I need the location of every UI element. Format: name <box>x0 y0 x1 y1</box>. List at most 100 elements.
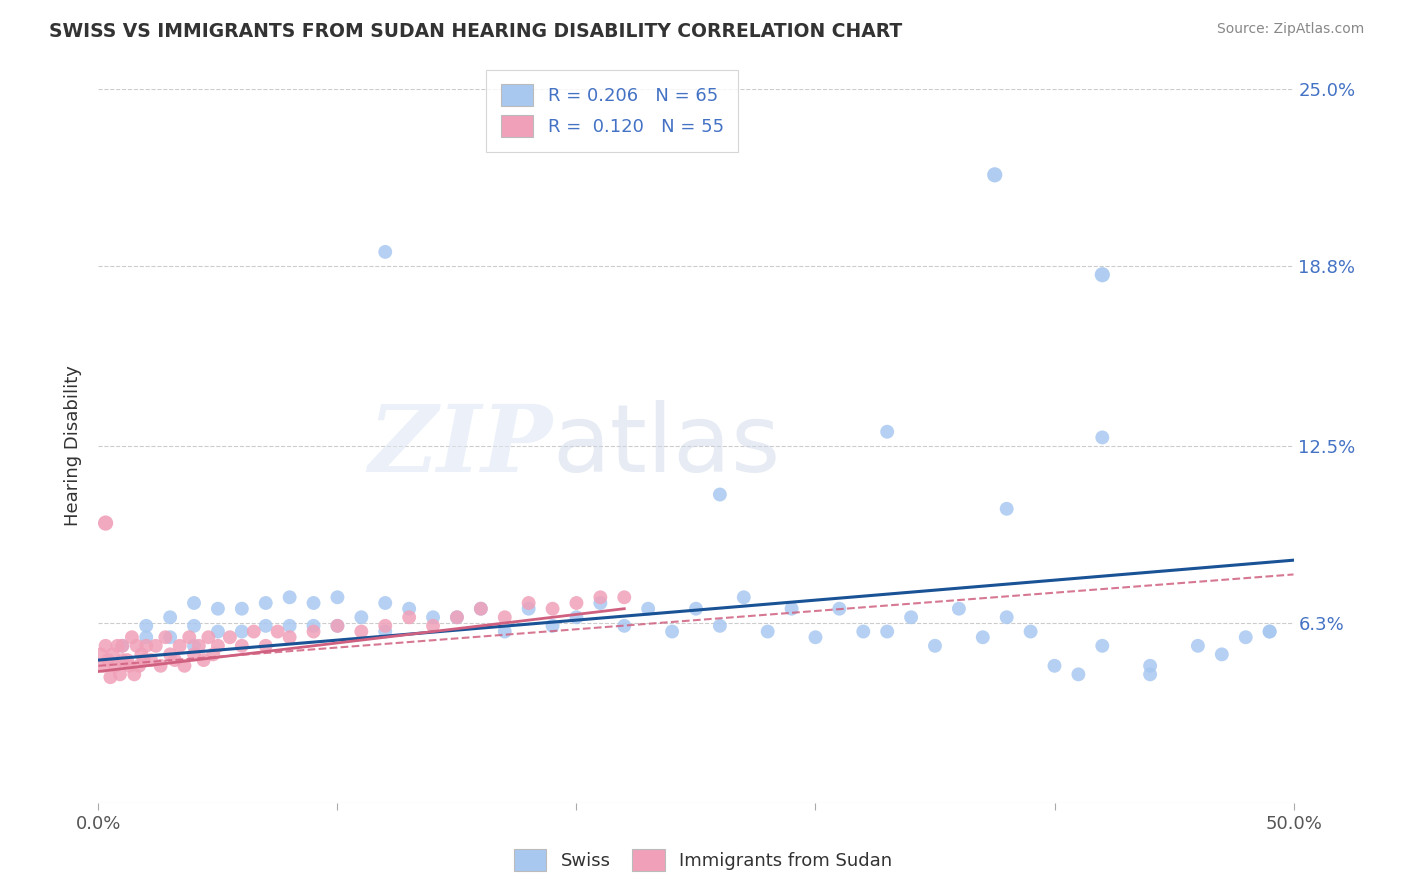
Point <box>589 596 612 610</box>
Point <box>101 648 124 662</box>
Point <box>1043 658 1066 673</box>
Point <box>107 639 129 653</box>
Point <box>494 624 516 639</box>
Point <box>709 487 731 501</box>
Point <box>1211 648 1233 662</box>
Text: SWISS VS IMMIGRANTS FROM SUDAN HEARING DISABILITY CORRELATION CHART: SWISS VS IMMIGRANTS FROM SUDAN HEARING D… <box>49 22 903 41</box>
Point <box>231 601 253 615</box>
Point <box>128 658 150 673</box>
Point <box>326 619 349 633</box>
Point <box>135 619 157 633</box>
Point <box>131 648 153 662</box>
Point <box>155 630 177 644</box>
Point <box>374 624 396 639</box>
Point <box>202 648 225 662</box>
Point <box>145 639 167 653</box>
Point <box>422 619 444 633</box>
Point <box>94 639 117 653</box>
Point <box>972 630 994 644</box>
Point <box>422 610 444 624</box>
Point <box>231 639 253 653</box>
Point <box>183 648 205 662</box>
Point <box>1258 624 1281 639</box>
Point <box>183 596 205 610</box>
Point <box>193 653 215 667</box>
Point <box>565 596 588 610</box>
Point <box>995 610 1018 624</box>
Point <box>135 630 157 644</box>
Point <box>124 667 146 681</box>
Point <box>302 596 325 610</box>
Point <box>756 624 779 639</box>
Point <box>589 591 612 605</box>
Point <box>121 630 143 644</box>
Point <box>104 658 127 673</box>
Point <box>470 601 492 615</box>
Point <box>637 601 659 615</box>
Point <box>1091 639 1114 653</box>
Point <box>132 653 155 667</box>
Y-axis label: Hearing Disability: Hearing Disability <box>65 366 83 526</box>
Point <box>108 667 131 681</box>
Point <box>470 601 492 615</box>
Point <box>173 658 195 673</box>
Point <box>398 610 420 624</box>
Point <box>115 653 138 667</box>
Point <box>90 648 112 662</box>
Point <box>278 619 301 633</box>
Point <box>149 658 172 673</box>
Point <box>350 610 373 624</box>
Point <box>179 630 201 644</box>
Point <box>1139 667 1161 681</box>
Text: atlas: atlas <box>553 400 780 492</box>
Point <box>1091 268 1114 282</box>
Point <box>125 639 148 653</box>
Point <box>446 610 468 624</box>
Point <box>118 658 141 673</box>
Point <box>94 516 117 530</box>
Point <box>254 619 277 633</box>
Point <box>326 619 349 633</box>
Point <box>219 630 242 644</box>
Point <box>197 630 219 644</box>
Point <box>231 624 253 639</box>
Point <box>565 610 588 624</box>
Legend: Swiss, Immigrants from Sudan: Swiss, Immigrants from Sudan <box>506 842 900 879</box>
Point <box>135 639 157 653</box>
Point <box>876 425 898 439</box>
Point <box>852 624 875 639</box>
Point <box>1234 630 1257 644</box>
Point <box>302 619 325 633</box>
Point <box>243 624 266 639</box>
Point <box>804 630 827 644</box>
Point <box>446 610 468 624</box>
Point <box>374 619 396 633</box>
Point <box>828 601 851 615</box>
Point <box>278 630 301 644</box>
Point <box>984 168 1007 182</box>
Point <box>1091 430 1114 444</box>
Point <box>183 639 205 653</box>
Point <box>541 619 564 633</box>
Point <box>1187 639 1209 653</box>
Point <box>254 639 277 653</box>
Point <box>517 596 540 610</box>
Point <box>302 624 325 639</box>
Point <box>995 501 1018 516</box>
Point <box>254 596 277 610</box>
Point <box>159 648 181 662</box>
Point <box>398 601 420 615</box>
Legend: R = 0.206   N = 65, R =  0.120   N = 55: R = 0.206 N = 65, R = 0.120 N = 55 <box>486 70 738 152</box>
Point <box>780 601 803 615</box>
Point <box>183 619 205 633</box>
Point <box>278 591 301 605</box>
Point <box>1258 624 1281 639</box>
Point <box>111 639 134 653</box>
Point <box>97 653 120 667</box>
Point <box>1139 658 1161 673</box>
Point <box>374 244 396 259</box>
Point <box>98 670 122 684</box>
Point <box>661 624 683 639</box>
Point <box>1019 624 1042 639</box>
Point <box>924 639 946 653</box>
